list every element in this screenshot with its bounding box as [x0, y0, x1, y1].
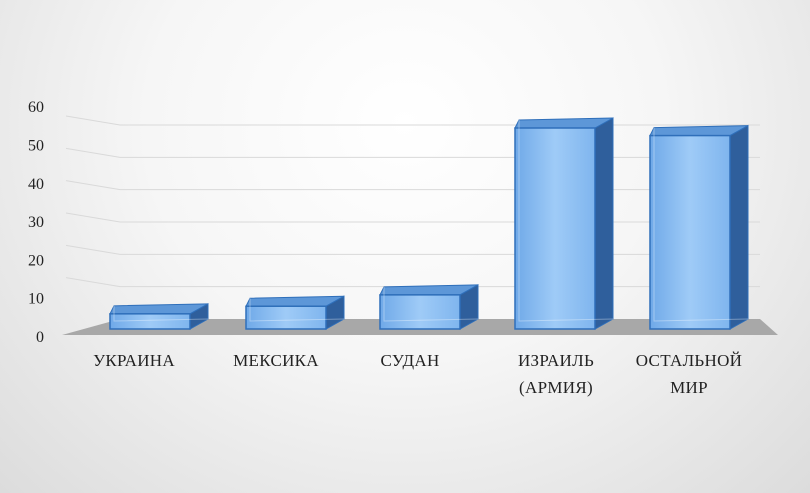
y-tick-label: 20	[28, 252, 44, 269]
bars	[109, 117, 749, 330]
y-tick-label: 10	[28, 291, 44, 308]
bar	[514, 117, 614, 330]
gridline	[65, 115, 760, 126]
y-tick-label: 30	[28, 214, 44, 231]
y-axis-ticks: 0 10 20 30 40 50 60	[28, 99, 44, 346]
y-tick-label: 60	[28, 99, 44, 116]
category-label: (АРМИЯ)	[519, 378, 593, 397]
bar	[109, 302, 209, 330]
category-label: СУДАН	[380, 351, 439, 370]
y-tick-label: 50	[28, 138, 44, 155]
category-label: МЕКСИКА	[233, 351, 319, 370]
category-label: ИЗРАИЛЬ	[518, 351, 594, 370]
category-label: ОСТАЛЬНОЙ	[636, 351, 742, 370]
x-axis-labels: УКРАИНА МЕКСИКА СУДАН ИЗРАИЛЬ (АРМИЯ) ОСТАЛЬН…	[93, 351, 742, 397]
bar	[649, 124, 749, 330]
bar	[245, 295, 345, 330]
category-label: УКРАИНА	[93, 351, 175, 370]
bar	[379, 284, 479, 330]
category-label: МИР	[670, 378, 708, 397]
y-tick-label: 0	[36, 329, 44, 346]
y-tick-label: 40	[28, 176, 44, 193]
